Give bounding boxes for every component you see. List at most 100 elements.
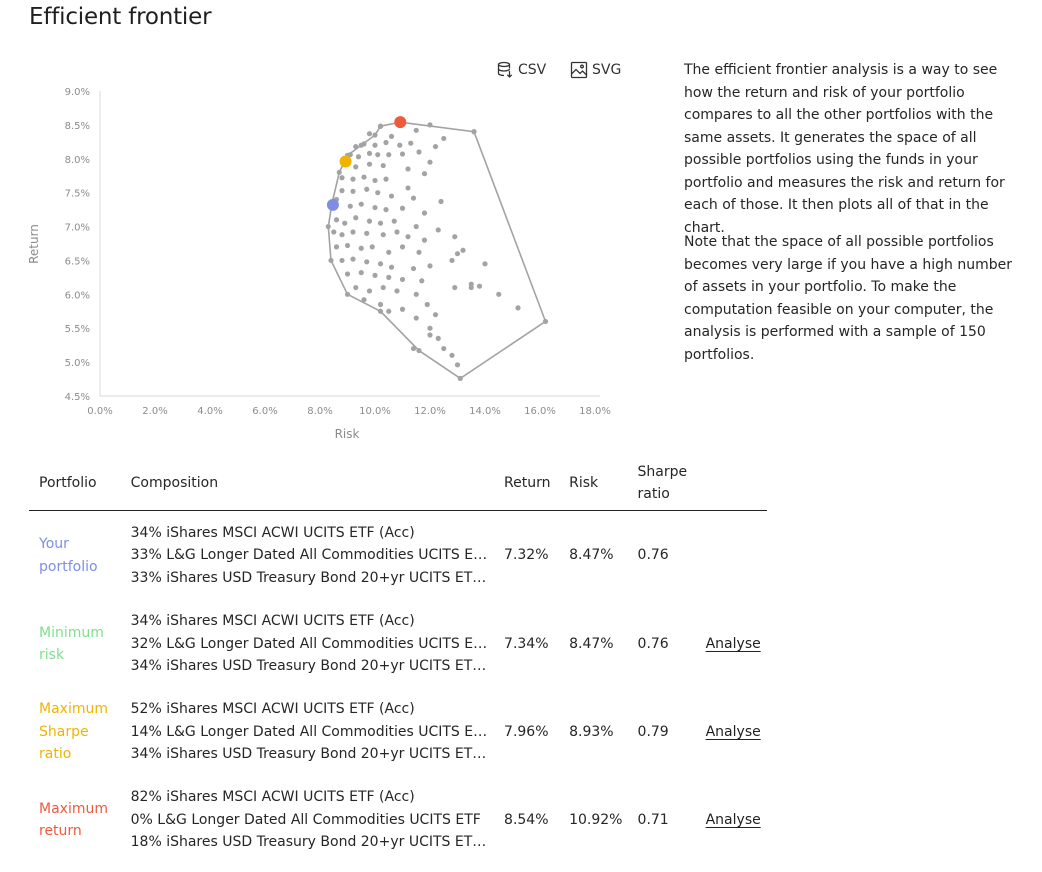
sample-portfolio-point <box>394 229 400 235</box>
return-cell: 8.54% <box>504 811 549 828</box>
sample-portfolio-point <box>372 177 378 184</box>
sample-portfolio-point <box>386 152 392 158</box>
sample-portfolio-point <box>383 207 389 213</box>
sample-portfolio-point <box>441 345 447 352</box>
image-icon <box>570 61 588 79</box>
sample-portfolio-point <box>388 133 395 140</box>
sample-portfolio-point <box>339 232 345 238</box>
export-csv-button[interactable]: CSV <box>496 61 546 79</box>
sample-portfolio-point <box>399 306 406 312</box>
sample-portfolio-point <box>353 164 359 170</box>
sample-portfolio-point <box>364 230 370 236</box>
frontier-point <box>416 347 422 354</box>
table-header-row: Portfolio Composition Return Risk Sharpe… <box>29 456 767 511</box>
maximum-return-point <box>394 116 407 129</box>
y-tick-label: 9.0% <box>65 87 90 98</box>
sample-portfolio-point <box>361 174 367 180</box>
x-tick-label: 10.0% <box>359 406 391 417</box>
sample-portfolio-point <box>391 218 397 224</box>
sample-portfolio-point <box>399 244 406 250</box>
sample-portfolio-point <box>333 217 340 223</box>
action-cell: Analyse <box>706 688 767 776</box>
database-download-icon <box>497 61 513 78</box>
sample-portfolio-point <box>432 312 439 318</box>
sample-portfolio-point <box>339 257 345 264</box>
portfolio-name-line: risk <box>39 647 65 663</box>
sample-portfolio-point <box>435 227 441 233</box>
sample-portfolio-point <box>331 229 337 235</box>
sharpe-cell: 0.79 <box>637 723 669 740</box>
return-cell: 7.34% <box>504 635 549 652</box>
sample-portfolio-point <box>410 345 417 352</box>
frontier-point <box>377 308 384 314</box>
composition-line: 52% iShares MSCI ACWI UCITS ETF (Acc) <box>130 701 415 718</box>
y-tick-label: 7.5% <box>65 189 90 200</box>
sample-portfolio-point <box>342 220 348 226</box>
sample-portfolio-point <box>350 176 356 182</box>
x-tick-label: 0.0% <box>87 406 112 417</box>
sample-portfolio-point <box>372 272 378 278</box>
sample-portfolio-point <box>410 195 417 201</box>
sample-portfolio-point <box>386 308 392 314</box>
composition-line: 34% iShares USD Treasury Bond 20+yr UCIT… <box>130 658 489 675</box>
portfolio-table: Portfolio Composition Return Risk Sharpe… <box>29 456 767 864</box>
portfolio-name-line: Sharpe <box>39 723 89 740</box>
sample-portfolio-point <box>350 188 356 194</box>
sample-portfolio-point <box>353 284 359 291</box>
sample-portfolio-point <box>427 332 433 338</box>
sample-portfolio-point <box>452 284 458 291</box>
sample-portfolio-point <box>364 259 370 265</box>
frontier-point <box>372 132 378 138</box>
sample-portfolio-point <box>380 162 386 169</box>
portfolio-name-line: Maximum <box>39 800 108 817</box>
sample-portfolio-point <box>366 161 373 167</box>
export-svg-label: SVG <box>592 62 622 78</box>
frontier-point <box>328 257 334 264</box>
sample-portfolio-point <box>333 244 340 250</box>
header-portfolio: Portfolio <box>29 456 131 511</box>
sample-portfolio-point <box>416 149 422 155</box>
table-row: Minimum risk 34% iShares MSCI ACWI UCITS… <box>29 600 767 688</box>
composition-line: 32% L&G Longer Dated All Commodities UCI… <box>130 635 489 652</box>
sample-portfolio-point <box>421 171 428 177</box>
analyse-link[interactable]: Analyse <box>705 635 761 652</box>
sample-portfolio-point <box>424 301 430 308</box>
sharpe-cell: 0.76 <box>637 547 669 564</box>
x-tick-label: 6.0% <box>252 406 277 417</box>
portfolio-name-line: Your <box>39 536 69 552</box>
sample-portfolio-point <box>468 281 474 287</box>
table-row: Your portfolio 34% iShares MSCI ACWI UCI… <box>29 511 767 601</box>
sample-portfolio-point <box>397 142 403 148</box>
portfolio-name-cell: Your portfolio <box>29 511 131 601</box>
sample-portfolio-point <box>413 315 419 321</box>
sample-portfolio-point <box>366 131 373 137</box>
x-tick-label: 8.0% <box>307 406 332 417</box>
header-return: Return <box>504 456 570 511</box>
sample-portfolio-point <box>427 159 433 165</box>
portfolio-name-line: ratio <box>39 746 72 763</box>
return-cell: 7.96% <box>504 723 549 740</box>
sample-portfolio-point <box>358 270 364 276</box>
analyse-link[interactable]: Analyse <box>705 811 761 828</box>
frontier-point <box>344 291 351 297</box>
export-svg-button[interactable]: SVG <box>570 61 621 79</box>
composition-cell: 52% iShares MSCI ACWI UCITS ETF (Acc) 14… <box>131 688 504 776</box>
sample-portfolio-point <box>366 288 373 294</box>
sample-portfolio-point <box>347 152 353 158</box>
sample-portfolio-point <box>353 215 359 221</box>
sample-portfolio-point <box>399 151 406 157</box>
analyse-link[interactable]: Analyse <box>705 723 761 740</box>
header-sharpe-line1: Sharpe <box>637 464 688 480</box>
sample-portfolio-point <box>369 244 375 250</box>
y-tick-label: 8.5% <box>65 121 90 132</box>
sample-portfolio-point <box>449 257 455 264</box>
sample-portfolio-point <box>344 271 351 277</box>
sample-portfolio-point <box>347 203 353 209</box>
composition-line: 33% iShares USD Treasury Bond 20+yr UCIT… <box>130 569 489 586</box>
frontier-point <box>457 375 463 381</box>
frontier-point <box>325 223 331 230</box>
y-tick-label: 4.5% <box>65 392 90 403</box>
sample-portfolio-point <box>388 193 395 199</box>
sample-portfolio-point <box>454 251 461 257</box>
sample-portfolio-point <box>372 204 378 211</box>
